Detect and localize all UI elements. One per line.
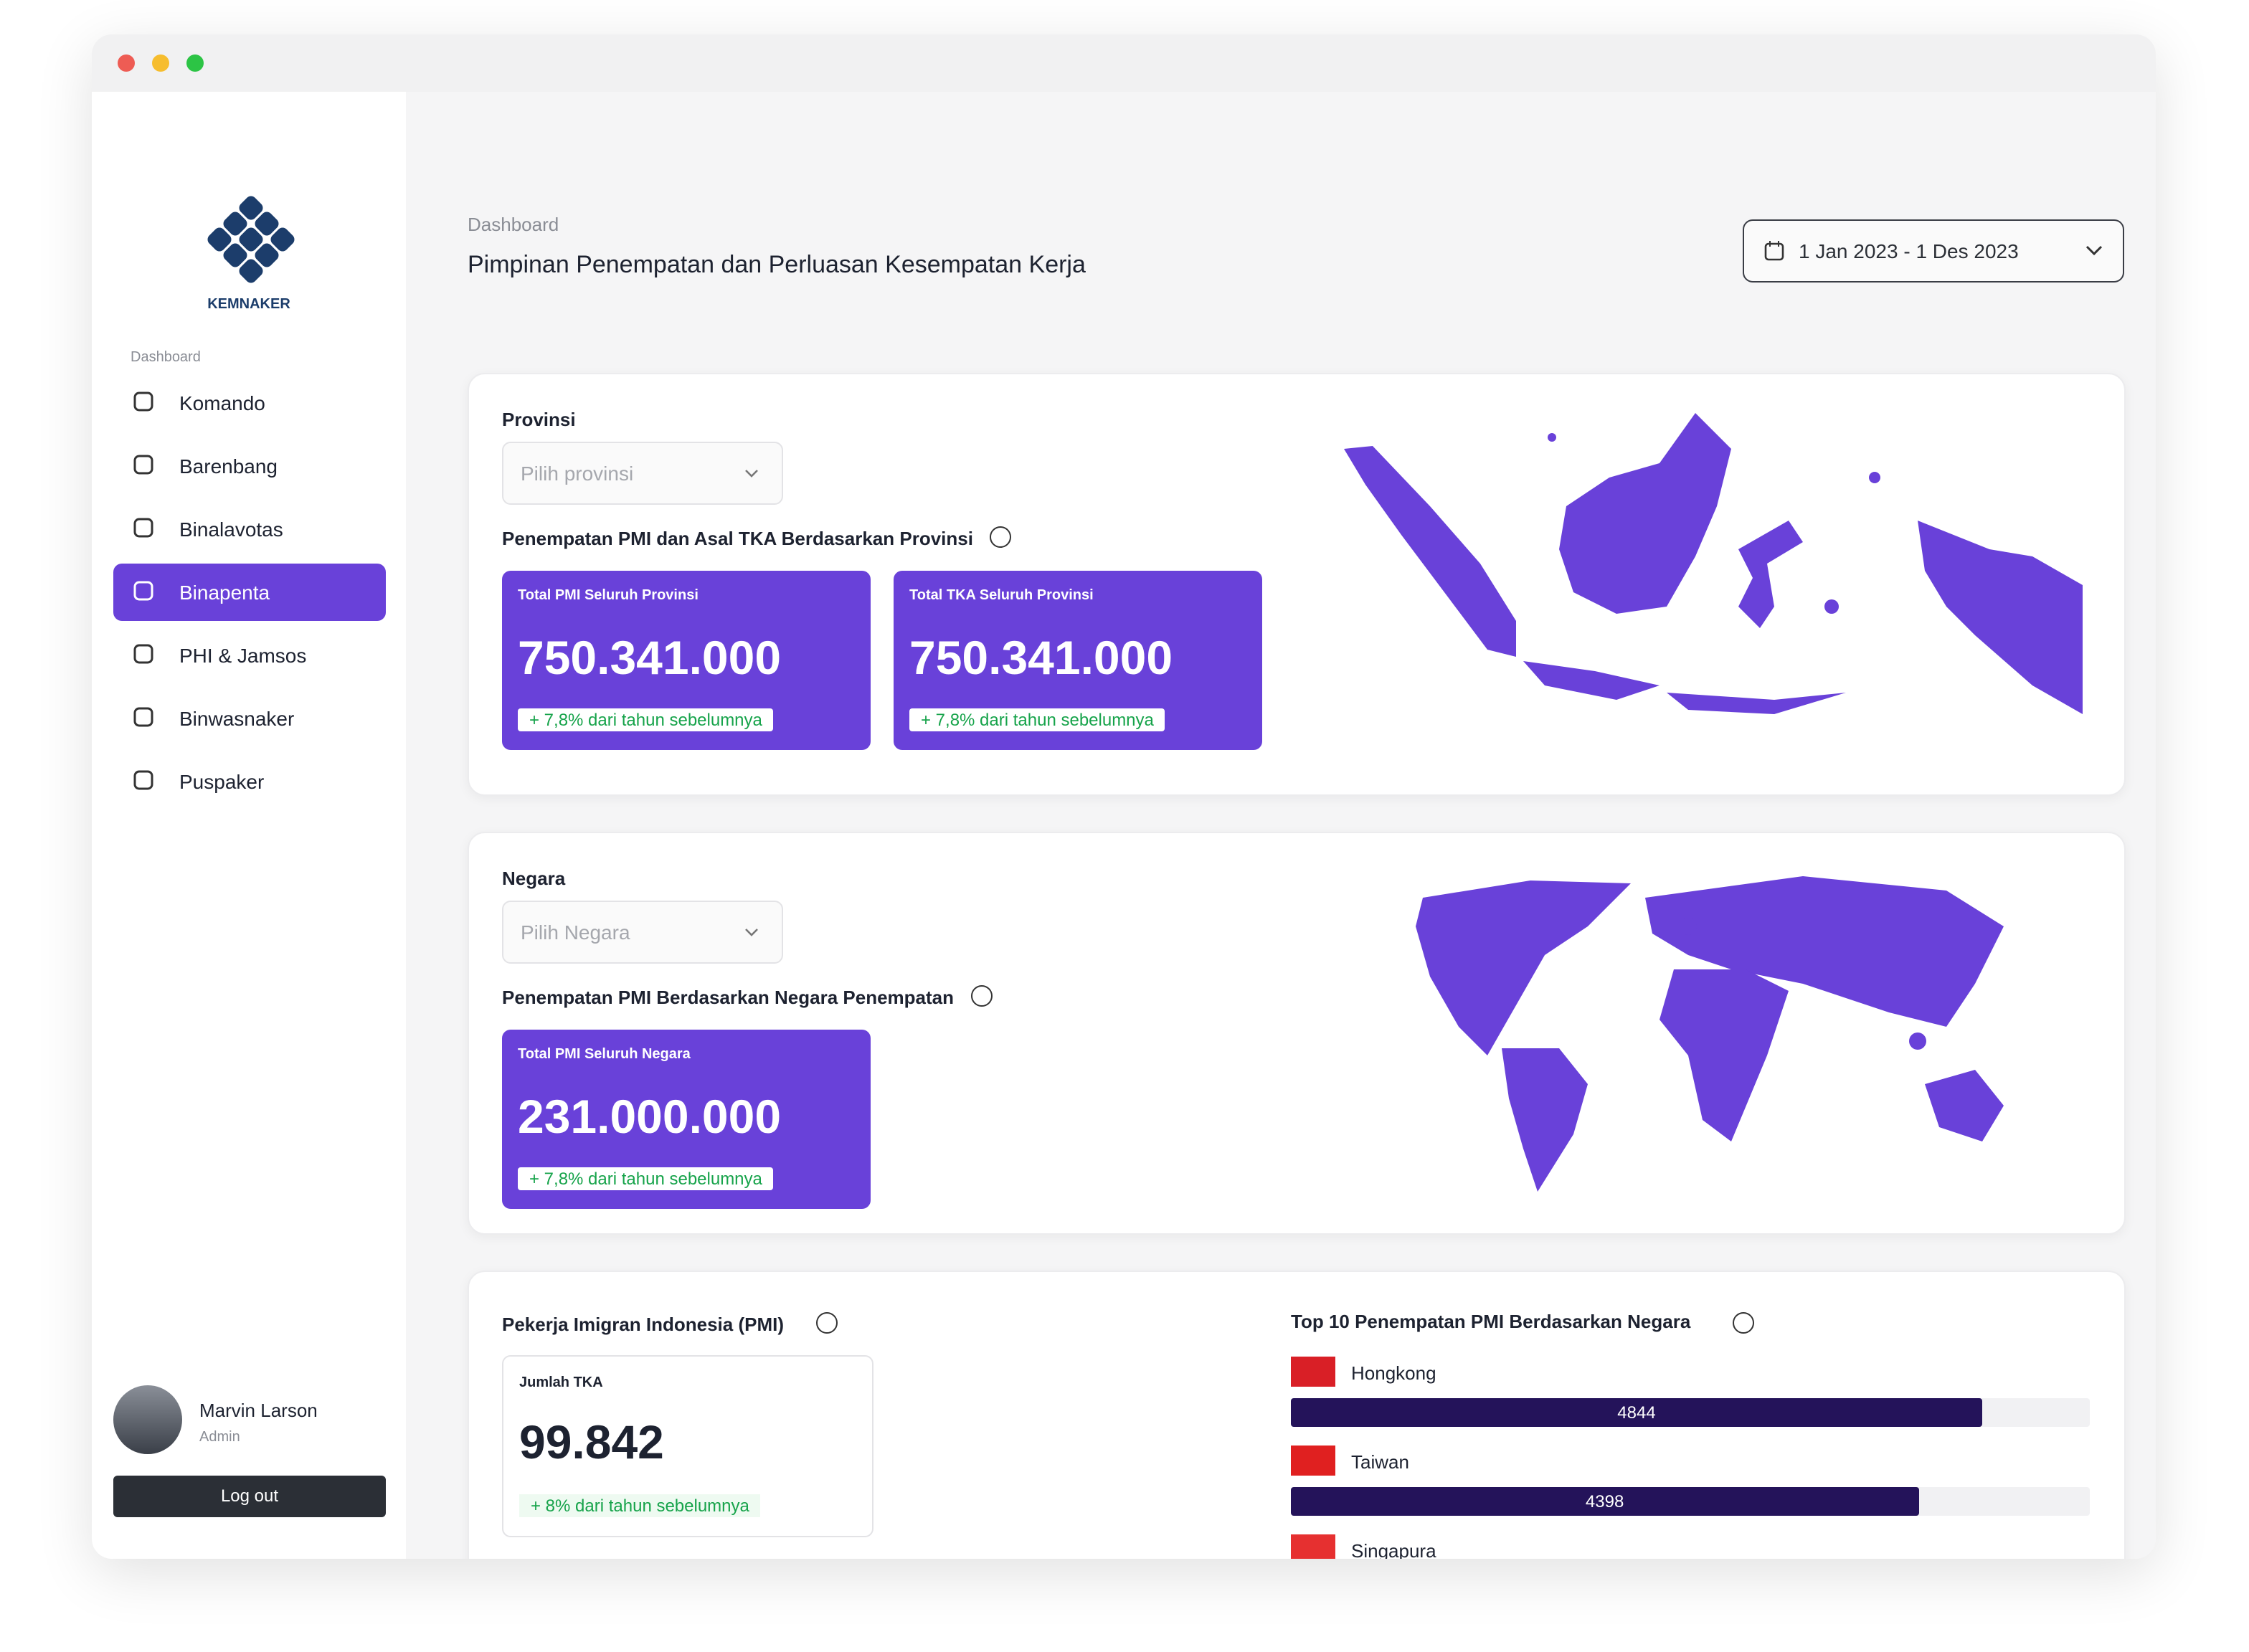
pmi-title: Pekerja Imigran Indonesia (PMI) (502, 1314, 784, 1335)
pmi-card: Pekerja Imigran Indonesia (PMI) Jumlah T… (468, 1271, 2126, 1559)
nav-item[interactable]: Binapenta (113, 564, 386, 621)
nav-label: Binwasnaker (179, 707, 295, 730)
chevron (745, 470, 758, 478)
avatar (113, 1385, 182, 1454)
close-dot[interactable] (118, 54, 135, 72)
bar-label: 4844 (1617, 1402, 1656, 1423)
min-dot[interactable] (152, 54, 169, 72)
nav-label: Komando (179, 391, 265, 414)
info-icon (816, 1312, 838, 1334)
nav-icon (133, 455, 153, 475)
section-title: Penempatan PMI Berdasarkan Negara Penemp… (502, 987, 955, 1008)
select[interactable]: Pilih provinsi (502, 442, 783, 505)
section-title: Penempatan PMI dan Asal TKA Berdasarkan … (502, 528, 973, 549)
chevron (745, 929, 758, 936)
nav-item[interactable]: Binalavotas (113, 500, 386, 558)
country-card: Negara Pilih Negara Penempatan PMI Berdasa… (468, 832, 2126, 1235)
stat-box: Total PMI Seluruh Provinsi 750.341.000 + 7… (502, 571, 871, 750)
nav-section: Dashboard (131, 350, 201, 366)
stat-value: 231.000.000 (518, 1090, 782, 1143)
select-placeholder: Pilih provinsi (521, 462, 634, 485)
select[interactable]: Pilih Negara (502, 901, 783, 964)
nav-label: Binalavotas (179, 518, 283, 541)
window: KEMNAKER Dashboard Marvin Larson Admin L… (92, 34, 2156, 1559)
flag (1291, 1446, 1335, 1476)
chevron (2085, 245, 2103, 256)
nav-icon (133, 391, 153, 412)
nav-label: Puspaker (179, 770, 265, 793)
max-dot[interactable] (186, 54, 204, 72)
sidebar: KEMNAKER Dashboard Marvin Larson Admin L… (92, 92, 406, 1559)
info-icon (971, 985, 993, 1007)
nav-icon (133, 644, 153, 664)
country-name: Hongkong (1351, 1362, 1436, 1384)
nav-icon (133, 518, 153, 538)
nav-item[interactable]: Binwasnaker (113, 690, 386, 747)
nav-label: Barenbang (179, 455, 278, 478)
tka-label: Jumlah TKA (519, 1375, 603, 1391)
nav-item[interactable]: PHI & Jamsos (113, 627, 386, 684)
nav-icon (133, 707, 153, 727)
date-range: 1 Jan 2023 - 1 Des 2023 (1799, 239, 2019, 262)
country-name: Singapura (1351, 1540, 1436, 1559)
world-map (1416, 876, 2004, 1192)
select-placeholder: Pilih Negara (521, 921, 630, 944)
logout-button[interactable]: Log out (113, 1476, 386, 1517)
info-icon (1733, 1312, 1754, 1334)
bar: 4844 (1291, 1398, 1982, 1427)
stat-change: + 7,8% dari tahun sebelumnya (518, 1167, 774, 1190)
province-card: Provinsi Pilih provinsi Penempatan PMI dan… (468, 373, 2126, 796)
logo (207, 196, 295, 283)
nav-label: PHI & Jamsos (179, 644, 307, 667)
user-name: Marvin Larson (199, 1400, 318, 1421)
calendar-icon (1764, 241, 1784, 261)
tka-box: Jumlah TKA 99.842 + 8% dari tahun sebelu… (502, 1355, 873, 1537)
nav-label: Binapenta (179, 581, 270, 604)
bar: 4398 (1291, 1487, 1919, 1516)
stat-change: + 7,8% dari tahun sebelumnya (518, 708, 774, 731)
flag (1291, 1534, 1335, 1559)
country-name: Taiwan (1351, 1451, 1409, 1473)
title-bar (92, 34, 2156, 92)
indonesia-map (1344, 413, 2083, 714)
flag (1291, 1357, 1335, 1387)
section-label: Provinsi (502, 409, 576, 430)
stat-label: Total PMI Seluruh Provinsi (518, 588, 699, 604)
stat-label: Total TKA Seluruh Provinsi (909, 588, 1094, 604)
nav-item[interactable]: Puspaker (113, 753, 386, 810)
stat-value: 750.341.000 (518, 631, 782, 684)
user-role: Admin (199, 1430, 240, 1446)
brand: KEMNAKER (207, 297, 290, 313)
breadcrumb: Dashboard (468, 214, 559, 235)
info-icon (990, 526, 1011, 548)
stat-box: Total PMI Seluruh Negara 231.000.000 + 7,8… (502, 1030, 871, 1209)
stat-change: + 7,8% dari tahun sebelumnya (909, 708, 1165, 731)
tka-value: 99.842 (519, 1415, 664, 1468)
nav-item[interactable]: Barenbang (113, 437, 386, 495)
bar-label: 4398 (1585, 1491, 1624, 1511)
nav-item[interactable]: Komando (113, 374, 386, 432)
section-label: Negara (502, 868, 566, 889)
top10-title: Top 10 Penempatan PMI Berdasarkan Negara (1291, 1311, 1691, 1332)
stat-value: 750.341.000 (909, 631, 1173, 684)
page-title: Pimpinan Penempatan dan Perluasan Kesemp… (468, 251, 1086, 278)
nav-icon (133, 581, 153, 601)
date-picker[interactable]: 1 Jan 2023 - 1 Des 2023 (1743, 219, 2124, 283)
stat-box: Total TKA Seluruh Provinsi 750.341.000 + 7… (894, 571, 1262, 750)
nav-icon (133, 770, 153, 790)
stat-label: Total PMI Seluruh Negara (518, 1047, 691, 1063)
tka-change: + 8% dari tahun sebelumnya (519, 1494, 761, 1517)
